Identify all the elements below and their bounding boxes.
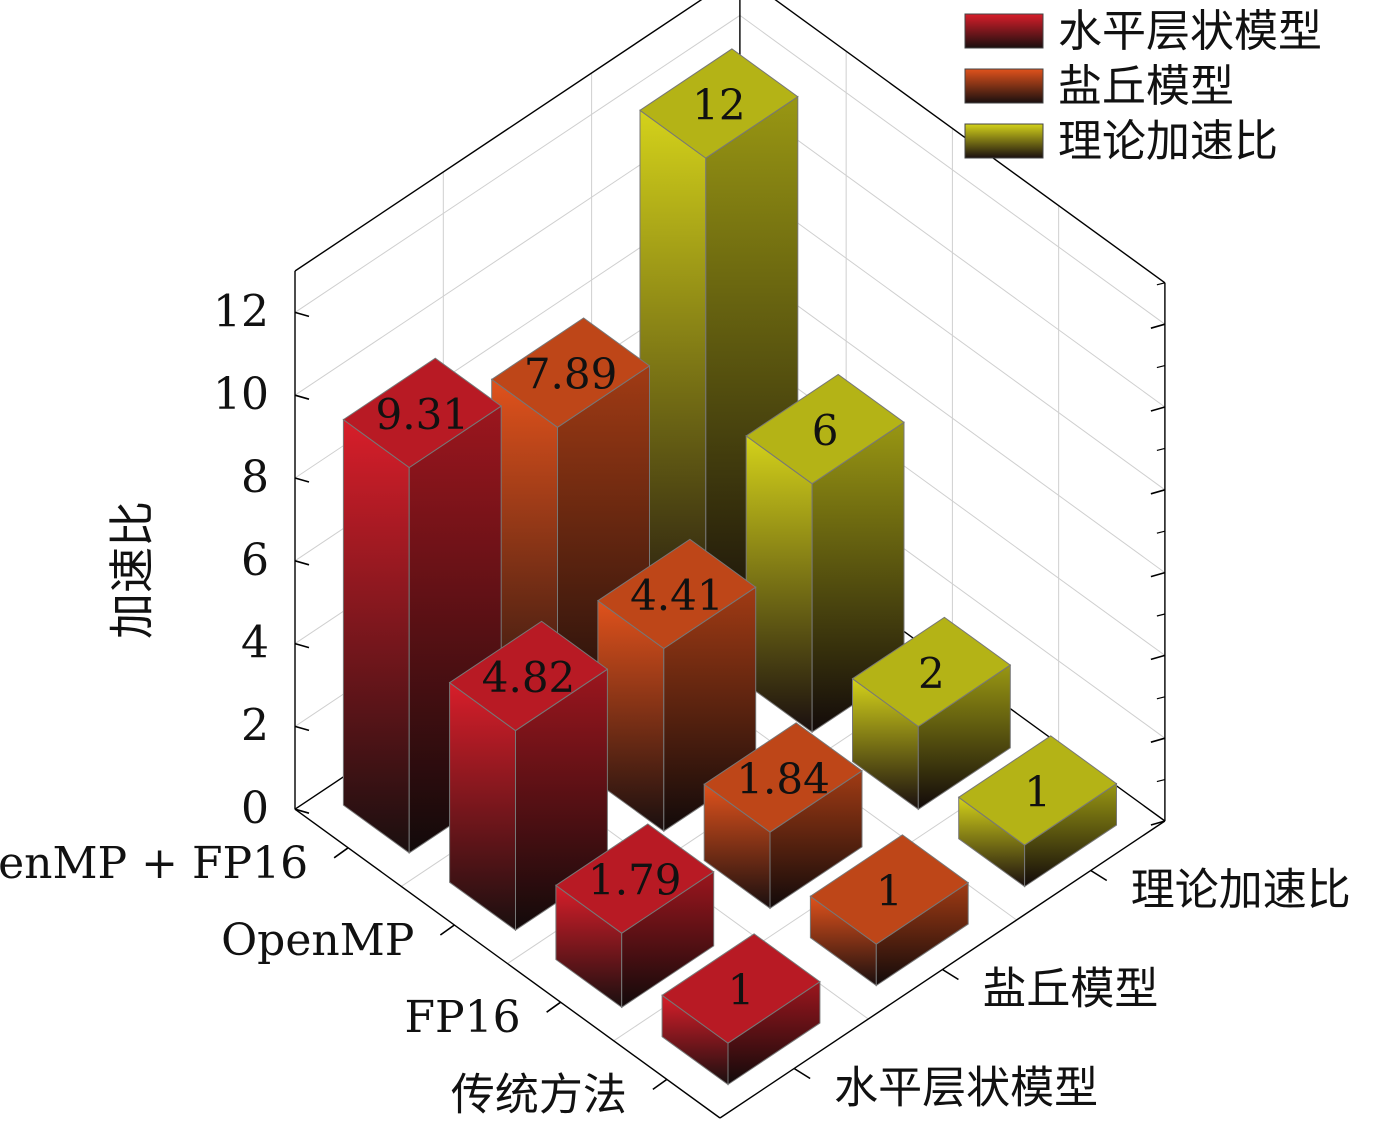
z-axis-title: 加速比 — [105, 501, 159, 639]
z-tick — [294, 808, 310, 814]
bar-value-label: 9.31 — [376, 390, 470, 439]
z-tick-minor — [1156, 365, 1166, 369]
bar-face-top — [661, 933, 821, 1044]
bar: 1 — [957, 735, 1118, 888]
z-tick — [1150, 571, 1166, 578]
method-label: OpenMP + FP16 — [0, 838, 308, 889]
z-tick-label: 0 — [241, 783, 269, 834]
method-tick — [546, 1001, 562, 1013]
z-tick — [1150, 489, 1166, 495]
legend-label: 理论加速比 — [1058, 116, 1278, 167]
bar: 4.41 — [597, 538, 757, 833]
z-tick — [294, 642, 310, 649]
z-tick-label: 10 — [213, 369, 269, 420]
series-axis-label: 盐丘模型 — [982, 964, 1158, 1015]
bar: 2 — [851, 616, 1012, 811]
z-tick-minor — [1156, 779, 1166, 783]
bar: 1.79 — [555, 823, 715, 1009]
z-tick-minor — [1156, 282, 1166, 286]
bar-face-top — [555, 823, 715, 934]
legend-swatch — [964, 68, 1044, 104]
bar-face-top — [851, 616, 1012, 728]
bar-face-top — [448, 620, 609, 732]
axis-edge — [294, 808, 721, 1119]
series-tick — [1090, 869, 1108, 882]
z-tick — [294, 394, 310, 400]
method-label: FP16 — [405, 992, 521, 1043]
bar: 1 — [809, 834, 970, 987]
legend-swatch — [964, 123, 1044, 159]
z-tick — [1150, 654, 1166, 661]
bar-face-top — [639, 48, 799, 159]
series-tick — [942, 968, 959, 981]
series-tick — [793, 1067, 811, 1080]
legend-label: 盐丘模型 — [1058, 61, 1234, 112]
z-tick-label: 2 — [241, 700, 269, 751]
method-label: OpenMP — [221, 915, 414, 966]
z-tick — [1150, 820, 1166, 826]
bar-face-top — [703, 722, 863, 833]
method-tick — [333, 847, 349, 859]
bar-face-top — [490, 317, 651, 428]
z-tick-minor — [1156, 696, 1166, 700]
bar-face-top — [957, 735, 1118, 846]
z-tick-label: 8 — [241, 452, 269, 503]
bar-face-top — [745, 373, 905, 485]
z-tick-label: 6 — [241, 535, 269, 586]
bar-value-label: 2 — [918, 649, 945, 698]
z-tick — [294, 477, 310, 483]
bar-value-label: 1 — [1024, 768, 1051, 817]
bar: 6 — [745, 373, 905, 734]
bar-value-label: 4.82 — [482, 653, 576, 702]
method-label: 传统方法 — [451, 1069, 627, 1120]
z-tick-minor — [1156, 530, 1166, 534]
z-tick-label: 4 — [241, 618, 269, 669]
bar-face-top — [342, 357, 503, 469]
bar-face-front — [342, 418, 410, 854]
bar-value-label: 12 — [692, 81, 745, 130]
bar: 1.84 — [703, 722, 863, 910]
axis-edge — [294, 0, 703, 272]
method-tick — [439, 924, 455, 936]
bar-face-top — [597, 538, 757, 650]
legend-label: 水平层状模型 — [1058, 6, 1322, 57]
z-tick-minor — [1156, 447, 1166, 451]
series-axis-label: 理论加速比 — [1131, 865, 1351, 916]
bar-value-label: 1.79 — [588, 856, 682, 905]
z-tick — [294, 311, 310, 318]
bar-value-label: 1.84 — [736, 755, 830, 804]
legend-swatch — [964, 13, 1044, 49]
bar-value-label: 6 — [812, 406, 839, 455]
z-tick — [294, 725, 310, 732]
z-tick — [1150, 737, 1166, 743]
axis-labels: 024681012加速比传统方法FP16OpenMPOpenMP + FP16水… — [0, 286, 1351, 1120]
method-tick — [652, 1078, 668, 1091]
z-tick — [294, 560, 310, 566]
bar-value-label: 7.89 — [524, 350, 618, 399]
bar-face-top — [809, 834, 970, 945]
bars-group: 12 7.89 6 9.31 4.41 2 4.82 1.84 1 1.79 1 1 — [342, 48, 1118, 1086]
z-tick-minor — [1156, 613, 1166, 617]
bar-value-label: 1 — [876, 867, 903, 916]
z-tick — [1150, 323, 1166, 329]
z-tick — [1150, 406, 1166, 412]
axis-edge — [774, 0, 1166, 284]
bar-value-label: 1 — [728, 966, 755, 1015]
bar: 1 — [661, 933, 821, 1086]
bar-value-label: 4.41 — [630, 571, 724, 620]
z-tick-label: 12 — [213, 286, 269, 337]
series-axis-label: 水平层状模型 — [834, 1063, 1098, 1114]
